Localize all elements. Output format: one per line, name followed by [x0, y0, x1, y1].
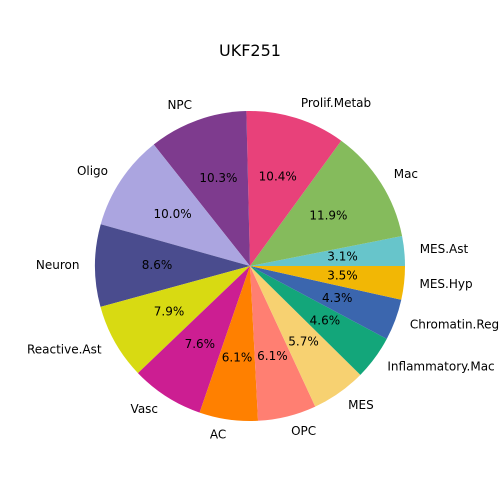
pie-slice-opc: [250, 266, 316, 421]
slice-pct-oligo: 10.0%: [153, 207, 191, 221]
pie-slice-mes-ast: [250, 236, 405, 266]
slice-label-prolif-metab: Prolif.Metab: [301, 96, 371, 110]
pie-slice-reactive-ast: [100, 266, 250, 374]
pie-slice-chromatin-reg: [250, 266, 402, 339]
slice-label-neuron: Neuron: [36, 258, 80, 272]
slice-pct-ac: 6.1%: [222, 351, 253, 365]
pie-slice-neuron: [94, 224, 250, 307]
pie-labels: MES.Ast 3.1% Mac 11.9% Prolif.Metab 10.4% NPC 1…: [27, 96, 499, 442]
slice-label-mes-ast: MES.Ast: [420, 242, 469, 256]
slice-pct-vasc: 7.6%: [185, 337, 216, 351]
pie-slice-vasc: [137, 266, 250, 413]
slice-label-reactive-ast: Reactive.Ast: [27, 342, 102, 356]
slice-label-ac: AC: [210, 427, 226, 441]
slice-pct-mes: 5.7%: [288, 335, 319, 349]
slice-label-npc: NPC: [167, 98, 192, 112]
slice-pct-neuron: 8.6%: [142, 258, 173, 272]
slice-label-mes: MES: [348, 398, 374, 412]
pie-slice-oligo: [100, 144, 250, 266]
slice-label-oligo: Oligo: [77, 164, 108, 178]
slice-pct-mes-ast: 3.1%: [327, 249, 358, 263]
pie-slice-mac: [250, 140, 403, 266]
slice-label-vasc: Vasc: [131, 402, 158, 416]
pie-slice-npc: [153, 111, 250, 266]
pie-slice-mes-hyp: [250, 266, 405, 300]
slice-label-mac: Mac: [394, 167, 418, 181]
slice-pct-mac: 11.9%: [309, 208, 347, 222]
pie-slice-inflammatory-mac: [250, 266, 387, 375]
pie-slice-mes: [250, 266, 361, 407]
chart-title: UKF251: [219, 41, 281, 60]
pie-slice-ac: [199, 266, 259, 421]
slice-label-opc: OPC: [291, 424, 316, 438]
slice-pct-inflammatory-mac: 4.6%: [310, 314, 341, 328]
slice-pct-prolif-metab: 10.4%: [259, 170, 297, 184]
slice-label-mes-hyp: MES.Hyp: [419, 277, 472, 291]
pie-slice-prolif-metab: [246, 111, 342, 267]
slice-label-chromatin-reg: Chromatin.Reg: [410, 318, 499, 332]
slice-pct-opc: 6.1%: [257, 349, 288, 363]
slice-pct-npc: 10.3%: [199, 171, 237, 185]
slice-pct-reactive-ast: 7.9%: [154, 304, 185, 318]
slice-pct-chromatin-reg: 4.3%: [322, 291, 353, 305]
pie-slices: [94, 111, 405, 421]
slice-pct-mes-hyp: 3.5%: [327, 269, 358, 283]
slice-label-inflammatory-mac: Inflammatory.Mac: [387, 359, 494, 373]
